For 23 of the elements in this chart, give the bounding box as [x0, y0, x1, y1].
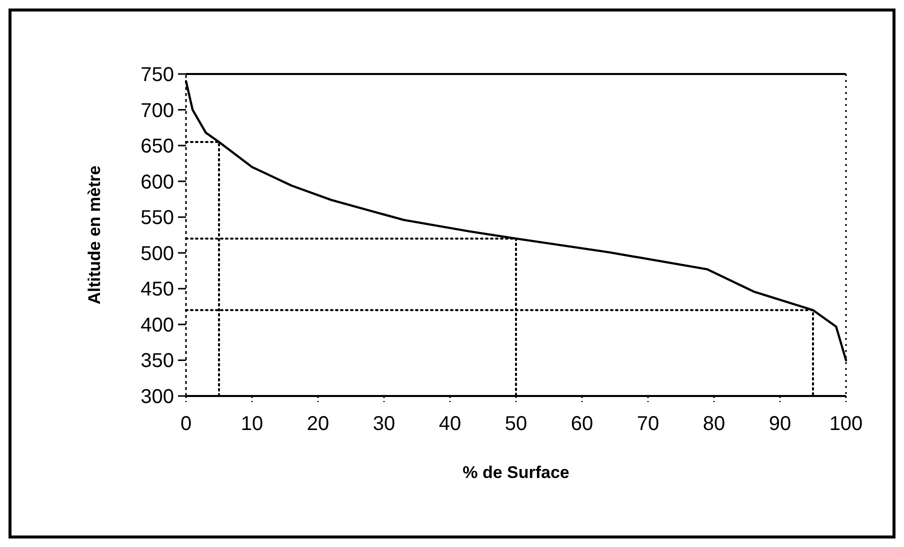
y-tick-label: 700 — [140, 100, 174, 122]
x-axis-title: % de Surface — [462, 463, 570, 482]
y-tick-label: 300 — [140, 386, 174, 408]
x-tick-label: 0 — [180, 413, 192, 435]
x-tick-label: 10 — [240, 413, 264, 435]
x-tick-label: 60 — [570, 413, 594, 435]
y-tick-label: 650 — [140, 136, 174, 158]
x-tick-label: 30 — [372, 413, 396, 435]
x-tick-label: 80 — [702, 413, 726, 435]
x-tick-label: 50 — [504, 413, 528, 435]
x-tick-label: 40 — [438, 413, 462, 435]
x-tick-label: 20 — [306, 413, 330, 435]
x-tick-label: 90 — [768, 413, 792, 435]
x-tick-label: 100 — [829, 413, 863, 435]
y-tick-label: 550 — [140, 207, 174, 230]
y-tick-label: 450 — [140, 278, 174, 301]
y-axis-title: Altitude en mètre — [85, 166, 104, 304]
x-tick-label: 70 — [636, 413, 660, 435]
y-tick-label: 600 — [140, 171, 174, 194]
y-tick-label: 350 — [140, 350, 174, 372]
y-tick-label: 400 — [140, 314, 174, 336]
y-tick-label: 500 — [140, 242, 174, 265]
y-tick-label: 750 — [140, 64, 174, 86]
